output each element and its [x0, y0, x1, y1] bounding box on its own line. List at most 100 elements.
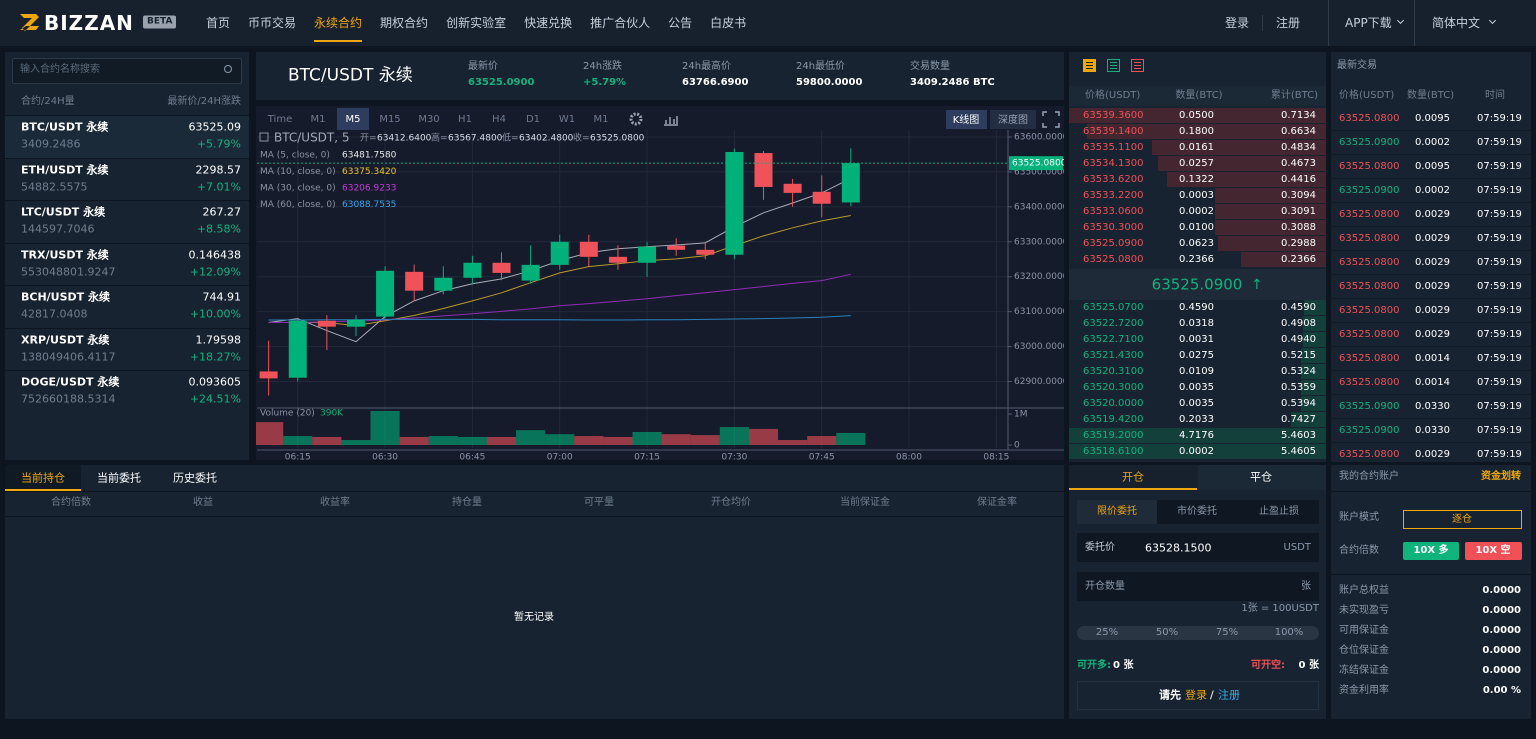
- price: 0.146438: [188, 248, 242, 261]
- candle-body: [405, 271, 424, 291]
- interval[interactable]: M1: [311, 114, 326, 125]
- volume-bar: [719, 427, 749, 445]
- register-link[interactable]: 注册: [1218, 688, 1240, 702]
- tab[interactable]: 平仓: [1250, 470, 1272, 484]
- search-icon: [224, 65, 232, 73]
- change: +8.58%: [196, 222, 241, 236]
- language[interactable]: 简体中文: [1432, 16, 1481, 30]
- nav-item[interactable]: 币币交易: [248, 16, 297, 30]
- interval[interactable]: Time: [267, 114, 292, 125]
- column-header: 价格(USDT): [1339, 90, 1395, 101]
- icon-line: [1134, 68, 1141, 69]
- row[interactable]: [5, 242, 249, 286]
- logo: BIZZAN: [44, 11, 134, 35]
- amount: 0.0161: [1179, 142, 1214, 153]
- percent[interactable]: 75%: [1215, 627, 1239, 638]
- nav-item[interactable]: 白皮书: [710, 16, 747, 30]
- row[interactable]: [5, 200, 249, 243]
- login-link[interactable]: 登录: [1224, 16, 1250, 30]
- x-tick-label: 08:15: [983, 453, 1009, 461]
- amount: 0.0029: [1415, 305, 1450, 316]
- depth-mode-icon[interactable]: [1131, 59, 1144, 72]
- row[interactable]: [5, 327, 249, 371]
- row[interactable]: [5, 157, 249, 201]
- depth-bar: [1218, 236, 1326, 251]
- app-download[interactable]: APP下载: [1345, 16, 1392, 30]
- last-price-bg: [1069, 269, 1326, 300]
- view-button[interactable]: [990, 110, 1036, 129]
- nav-item[interactable]: 期权合约: [380, 16, 429, 30]
- amount: 0.0002: [1415, 185, 1450, 196]
- field-label: 未实现盈亏: [1339, 605, 1389, 616]
- contract-note: 1张 = 100USDT: [1241, 603, 1319, 614]
- nav-item[interactable]: 首页: [206, 16, 231, 30]
- tab[interactable]: 开仓: [1122, 470, 1144, 484]
- interval[interactable]: D1: [526, 114, 540, 125]
- volume: 752660188.5314: [21, 392, 116, 406]
- amount: 0.0002: [1179, 206, 1214, 217]
- order-type[interactable]: 市价委托: [1177, 506, 1217, 517]
- register-link[interactable]: 注册: [1275, 16, 1301, 30]
- nav-item[interactable]: 创新实验室: [446, 16, 507, 30]
- time: 07:59:19: [1477, 425, 1522, 436]
- change: +24.51%: [189, 392, 241, 406]
- amount: 0.0029: [1415, 329, 1450, 340]
- short-label: 可开空:: [1251, 660, 1285, 671]
- price-input[interactable]: [1077, 533, 1319, 562]
- nav-item[interactable]: 推广合伙人: [590, 16, 651, 30]
- amount: 0.0014: [1415, 377, 1450, 388]
- mode-button[interactable]: [1403, 510, 1522, 529]
- percent[interactable]: 50%: [1155, 627, 1179, 638]
- interval-active: [337, 108, 369, 130]
- field-label: 仓位保证金: [1339, 645, 1389, 656]
- long-button[interactable]: [1403, 542, 1459, 560]
- price: 63519.4200: [1083, 414, 1144, 425]
- transfer-link[interactable]: 资金划转: [1481, 471, 1521, 482]
- interval[interactable]: M15: [379, 114, 400, 125]
- depth-bar: [1166, 172, 1326, 187]
- order-type[interactable]: 限价委托: [1097, 506, 1137, 517]
- stat-label: 24h最高价: [682, 61, 732, 72]
- depth-bar: [1069, 444, 1326, 459]
- search-box[interactable]: [12, 58, 242, 84]
- depth-mode-icon[interactable]: [1107, 59, 1120, 72]
- interval[interactable]: H1: [458, 114, 472, 125]
- depth-bar: [1151, 140, 1326, 155]
- symbol: BTC/USDT 永续: [21, 120, 109, 134]
- tab[interactable]: 当前委托: [97, 471, 141, 485]
- tab[interactable]: 历史委托: [173, 471, 217, 485]
- row[interactable]: [5, 285, 249, 328]
- ma-name: MA (60, close, 0): [260, 200, 336, 210]
- row[interactable]: [5, 370, 249, 413]
- x-tick-label: 08:00: [896, 453, 922, 461]
- nav-item[interactable]: 永续合约: [314, 0, 363, 46]
- price: 63519.2000: [1083, 430, 1144, 441]
- interval[interactable]: M1: [594, 114, 609, 125]
- column-header: 时间: [1485, 90, 1505, 101]
- symbol: BCH/USDT 永续: [21, 290, 110, 304]
- login-link[interactable]: 登录: [1185, 688, 1207, 702]
- tab-inactive: [1198, 465, 1326, 490]
- interval[interactable]: M30: [418, 114, 439, 125]
- interval[interactable]: H4: [492, 114, 506, 125]
- percent[interactable]: 100%: [1274, 627, 1304, 638]
- interval[interactable]: M5: [346, 114, 361, 125]
- percent[interactable]: 25%: [1095, 627, 1119, 638]
- stat-label: 交易数量: [910, 61, 950, 72]
- price: 63539.1400: [1083, 126, 1144, 137]
- interval[interactable]: W1: [559, 114, 575, 125]
- tab[interactable]: 当前持仓: [21, 471, 65, 485]
- short-button[interactable]: [1465, 542, 1522, 560]
- amount: 0.2366: [1179, 254, 1214, 265]
- order-type[interactable]: 止盈止损: [1259, 506, 1299, 517]
- slider[interactable]: [1077, 626, 1319, 640]
- nav-item[interactable]: 公告: [668, 16, 693, 30]
- depth-bar: [1304, 300, 1326, 315]
- nav-item[interactable]: 快速兑换: [524, 16, 573, 30]
- view-button[interactable]: [946, 110, 987, 129]
- candle-body: [696, 249, 715, 255]
- kline-chart: Time M1 M5 M15 M30 H1 H4 D1 W1 M1 K线图 深度图 63600.0000…: [256, 108, 1064, 461]
- amount-input[interactable]: [1077, 572, 1319, 601]
- row[interactable]: [5, 115, 249, 158]
- amount: 0.0029: [1415, 257, 1450, 268]
